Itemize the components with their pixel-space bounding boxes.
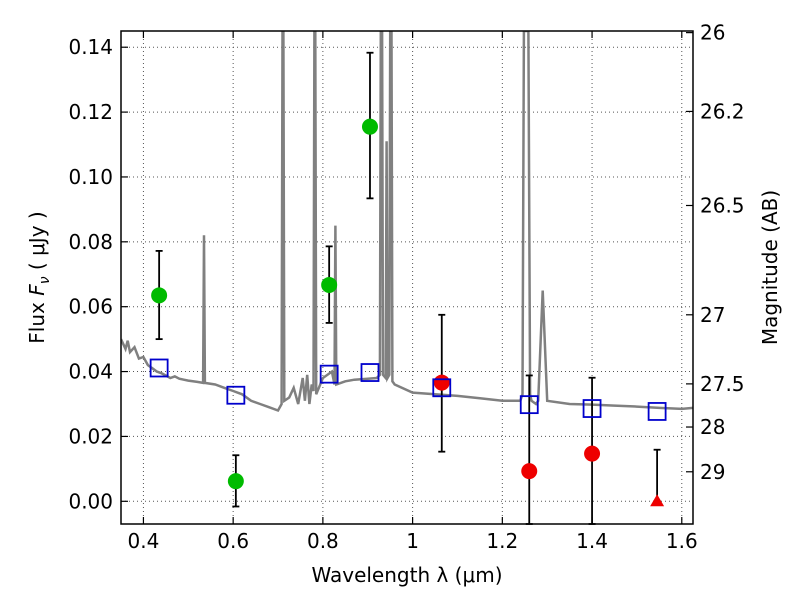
y-tick-label: 0.12	[68, 100, 113, 124]
y-axis-label-right: Magnitude (AB)	[758, 190, 782, 345]
plot-frame	[120, 30, 694, 525]
y-tick-label: 0.06	[68, 295, 113, 319]
model-photometry-square	[319, 364, 339, 384]
photometry-points	[149, 51, 667, 525]
axis-ticks: 0.4 0.6 0.8 1 1.2 1.4 1.6 0.00 0.02 0.04 0.06 0.08 0…	[68, 21, 744, 553]
detection-point	[151, 287, 168, 304]
upper-limit-triangle	[650, 494, 665, 507]
nondetection-point	[584, 445, 601, 462]
model-photometry-square	[582, 399, 602, 418]
right-tick-label: 26.2	[700, 99, 745, 123]
x-tick-label: 1.2	[486, 529, 518, 553]
detection-point	[361, 118, 378, 135]
right-tick-label: 28	[700, 415, 725, 439]
y-tick-label: 0.00	[68, 489, 113, 513]
nondetection-point	[521, 463, 538, 480]
y-tick-label: 0.04	[68, 360, 113, 384]
right-tick-label: 26.5	[700, 193, 745, 217]
y-tick-label: 0.14	[68, 35, 113, 59]
x-tick-label: 0.6	[217, 529, 249, 553]
x-tick-label: 1	[406, 529, 419, 553]
y-tick-label: 0.10	[68, 165, 113, 189]
grid	[121, 31, 693, 524]
detection-point	[321, 276, 338, 293]
y-tick-label: 0.08	[68, 230, 113, 254]
x-axis-label: Wavelength λ (μm)	[311, 563, 502, 587]
x-tick-label: 0.4	[128, 529, 160, 553]
y-tick-label: 0.02	[68, 424, 113, 448]
detection-point	[227, 473, 244, 490]
right-tick-label: 26	[700, 21, 725, 45]
model-spectrum	[121, 31, 693, 413]
model-spectrum-line	[121, 31, 693, 413]
nondetection-point	[433, 374, 450, 391]
model-photometry-square	[149, 358, 169, 378]
x-tick-label: 1.6	[666, 529, 698, 553]
model-photometry-square	[360, 363, 380, 382]
right-tick-label: 29	[700, 460, 725, 484]
model-photometry-square	[432, 378, 452, 398]
model-photometry-square	[226, 385, 246, 405]
model-photometry-square	[647, 402, 667, 421]
right-tick-label: 27.5	[700, 372, 745, 396]
y-axis-label-left: Flux Fν ( μJy )	[25, 211, 53, 343]
model-photometry-square	[519, 395, 539, 415]
right-tick-label: 27	[700, 303, 725, 327]
x-tick-label: 1.4	[576, 529, 608, 553]
x-tick-label: 0.8	[307, 529, 339, 553]
